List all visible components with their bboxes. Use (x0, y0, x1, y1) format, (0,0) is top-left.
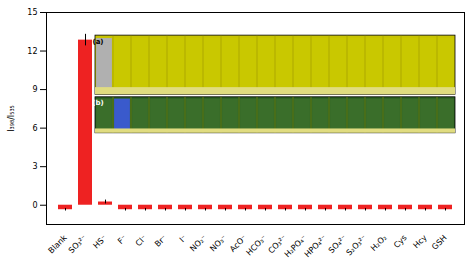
svg-text:SO₄²⁻: SO₄²⁻ (326, 233, 349, 256)
svg-text:15: 15 (27, 8, 37, 17)
svg-text:AcO⁻: AcO⁻ (228, 233, 249, 254)
svg-text:9: 9 (32, 85, 37, 94)
svg-text:I⁻: I⁻ (178, 233, 189, 244)
svg-text:Br⁻: Br⁻ (153, 233, 169, 249)
svg-text:GSH: GSH (430, 233, 449, 252)
svg-text:Hcy: Hcy (412, 233, 429, 250)
svg-text:H₂PO₄⁻: H₂PO₄⁻ (282, 233, 309, 260)
svg-text:Cl⁻: Cl⁻ (134, 233, 149, 248)
svg-text:(b): (b) (92, 99, 103, 107)
svg-text:H₂O₂: H₂O₂ (369, 233, 389, 253)
svg-text:NO₂⁻: NO₂⁻ (188, 233, 208, 253)
svg-text:Cys: Cys (392, 233, 409, 250)
svg-text:(a): (a) (92, 38, 103, 46)
svg-text:0: 0 (32, 201, 37, 210)
svg-text:HCO₃⁻: HCO₃⁻ (244, 233, 268, 257)
svg-text:12: 12 (27, 47, 37, 56)
svg-text:HS⁻: HS⁻ (92, 233, 109, 250)
svg-text:S₂O₃²⁻: S₂O₃²⁻ (345, 233, 369, 257)
svg-text:F⁻: F⁻ (116, 233, 129, 246)
svg-text:Blank: Blank (47, 233, 69, 255)
svg-text:3: 3 (32, 162, 37, 171)
svg-text:NO₃⁻: NO₃⁻ (208, 233, 228, 253)
svg-text:6: 6 (32, 124, 37, 133)
svg-text:CO₃²⁻: CO₃²⁻ (266, 233, 289, 256)
svg-text:SO₃²⁻: SO₃²⁻ (67, 233, 89, 255)
svg-text:I₃₉₈/I₅₃₅: I₃₉₈/I₅₃₅ (7, 105, 16, 132)
svg-text:HPO₄²⁻: HPO₄²⁻ (303, 233, 329, 259)
